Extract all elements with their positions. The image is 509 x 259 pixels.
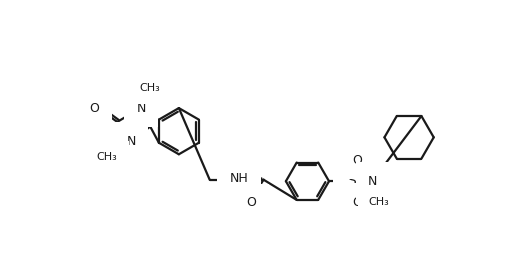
Text: NH: NH: [230, 172, 248, 185]
Text: N: N: [368, 175, 378, 188]
Text: O: O: [89, 102, 99, 114]
Text: N: N: [136, 102, 146, 114]
Text: CH₃: CH₃: [139, 83, 160, 93]
Text: CH₃: CH₃: [369, 197, 389, 207]
Text: S: S: [347, 174, 356, 188]
Text: O: O: [353, 154, 362, 167]
Text: O: O: [246, 196, 256, 209]
Text: N: N: [126, 135, 136, 148]
Text: CH₃: CH₃: [97, 152, 118, 162]
Text: O: O: [353, 196, 362, 208]
